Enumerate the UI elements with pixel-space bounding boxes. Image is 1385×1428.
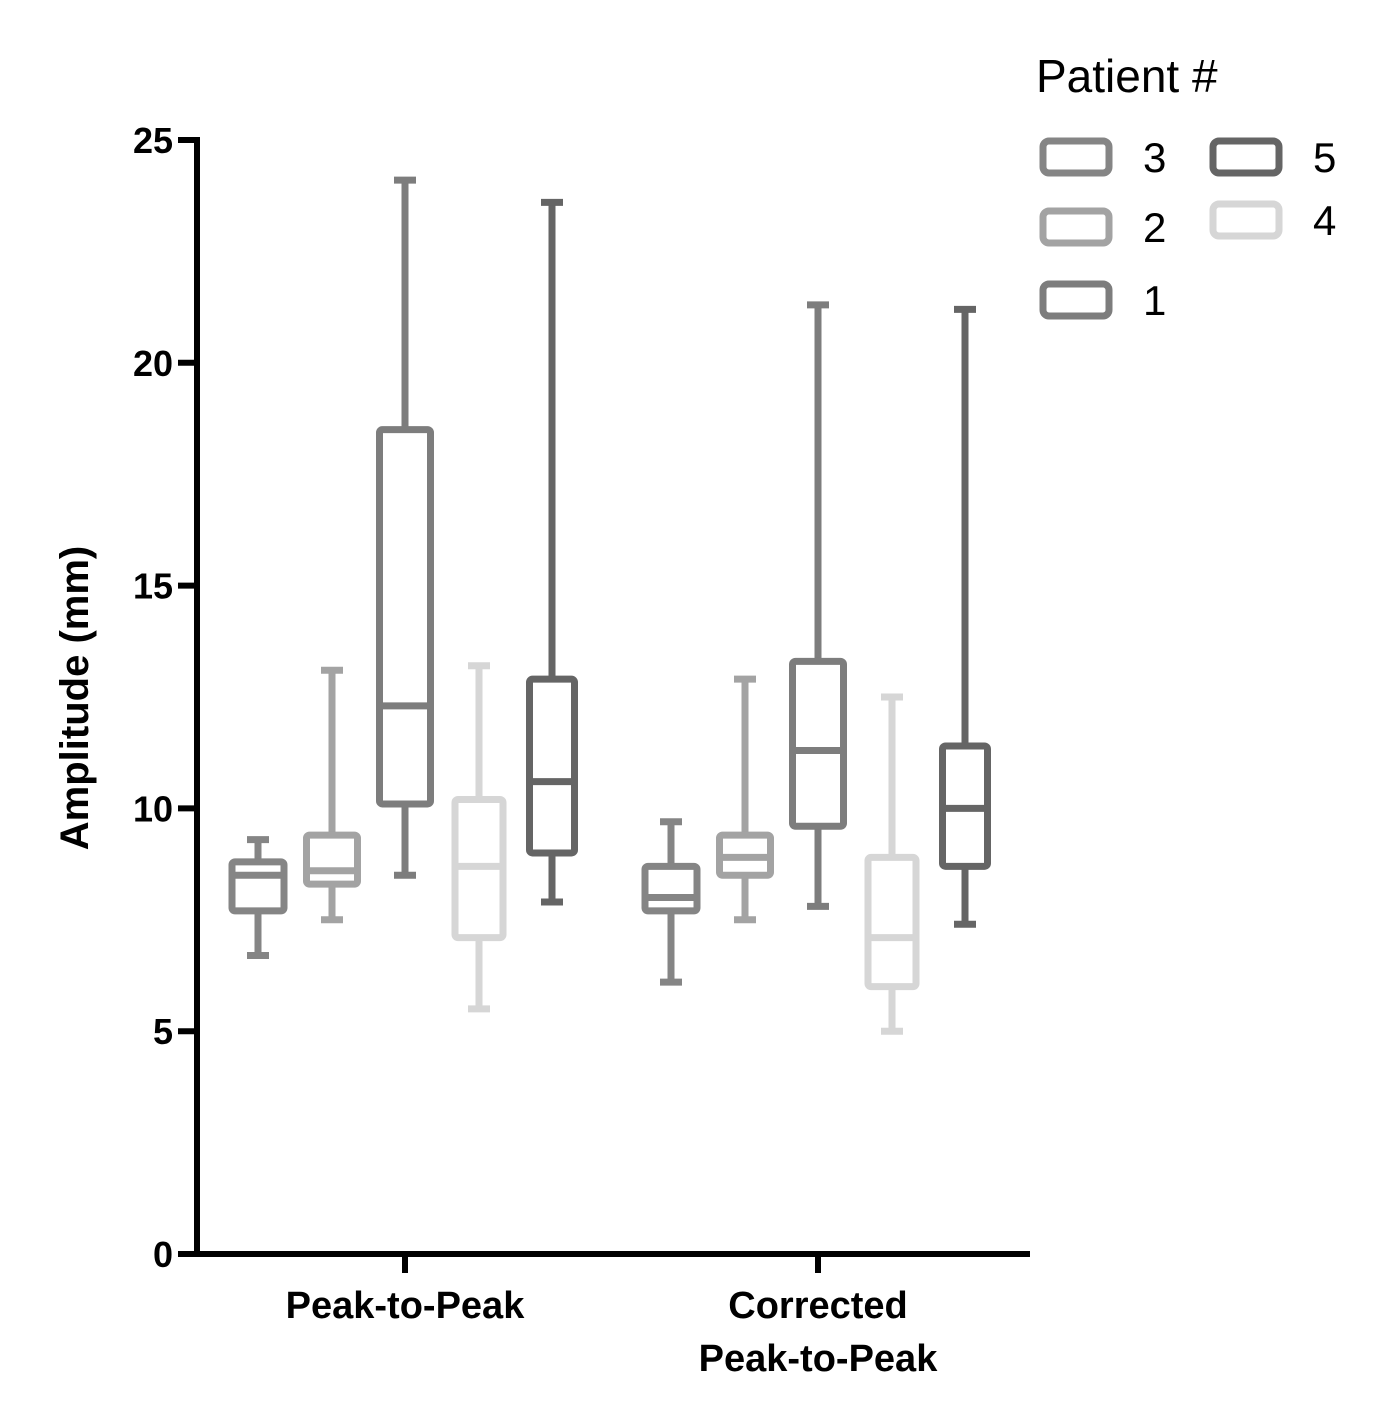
x-category-label: Peak-to-Peak xyxy=(699,1338,939,1380)
legend-label: 5 xyxy=(1313,134,1336,181)
legend-item-2: 2 xyxy=(1039,204,1166,251)
x-category-label: Peak-to-Peak xyxy=(286,1285,526,1327)
legend-swatch xyxy=(1039,207,1113,247)
legend-label: 2 xyxy=(1143,204,1166,251)
y-tick-label: 20 xyxy=(133,343,173,384)
legend-label: 1 xyxy=(1143,277,1166,324)
iqr-box xyxy=(641,862,701,915)
legend-item-1: 1 xyxy=(1039,277,1166,324)
iqr-box xyxy=(303,831,361,888)
iqr-box xyxy=(526,675,578,857)
y-tick-label: 5 xyxy=(153,1011,173,1052)
x-axis: Peak-to-Peak Corrected Peak-to-Peak xyxy=(194,1251,1030,1380)
iqr-box xyxy=(376,426,434,808)
box-series xyxy=(228,176,991,1035)
box-patient-1 xyxy=(376,176,434,879)
y-tick-label: 25 xyxy=(133,120,173,161)
box-patient-2 xyxy=(303,666,361,924)
legend: Patient # 3 2 1 5 4 xyxy=(1036,50,1336,324)
x-category-label: Corrected xyxy=(728,1285,908,1327)
y-axis-title: Amplitude (mm) xyxy=(53,546,97,850)
legend-label: 3 xyxy=(1143,134,1166,181)
y-axis: 0 5 10 15 20 25 xyxy=(133,120,200,1275)
box-patient-4 xyxy=(451,662,507,1013)
iqr-box xyxy=(789,657,847,830)
legend-item-4: 4 xyxy=(1209,197,1336,244)
box-patient-5 xyxy=(939,305,991,928)
legend-swatch xyxy=(1209,137,1283,177)
y-tick-label: 10 xyxy=(133,788,173,829)
iqr-box xyxy=(228,858,288,915)
box-patient-3 xyxy=(641,818,701,986)
box-patient-4 xyxy=(864,693,920,1035)
legend-swatch xyxy=(1039,137,1113,177)
y-tick-label: 0 xyxy=(153,1234,173,1275)
box-patient-2 xyxy=(716,675,774,924)
legend-label: 4 xyxy=(1313,197,1336,244)
box-patient-5 xyxy=(526,198,578,906)
iqr-box xyxy=(864,853,920,991)
legend-item-3: 3 xyxy=(1039,134,1166,181)
legend-swatch xyxy=(1209,200,1283,240)
legend-swatch xyxy=(1039,280,1113,320)
legend-item-5: 5 xyxy=(1209,134,1336,181)
legend-title: Patient # xyxy=(1036,50,1218,102)
y-tick-label: 15 xyxy=(133,566,173,607)
box-patient-3 xyxy=(228,836,288,959)
box-patient-1 xyxy=(789,301,847,910)
